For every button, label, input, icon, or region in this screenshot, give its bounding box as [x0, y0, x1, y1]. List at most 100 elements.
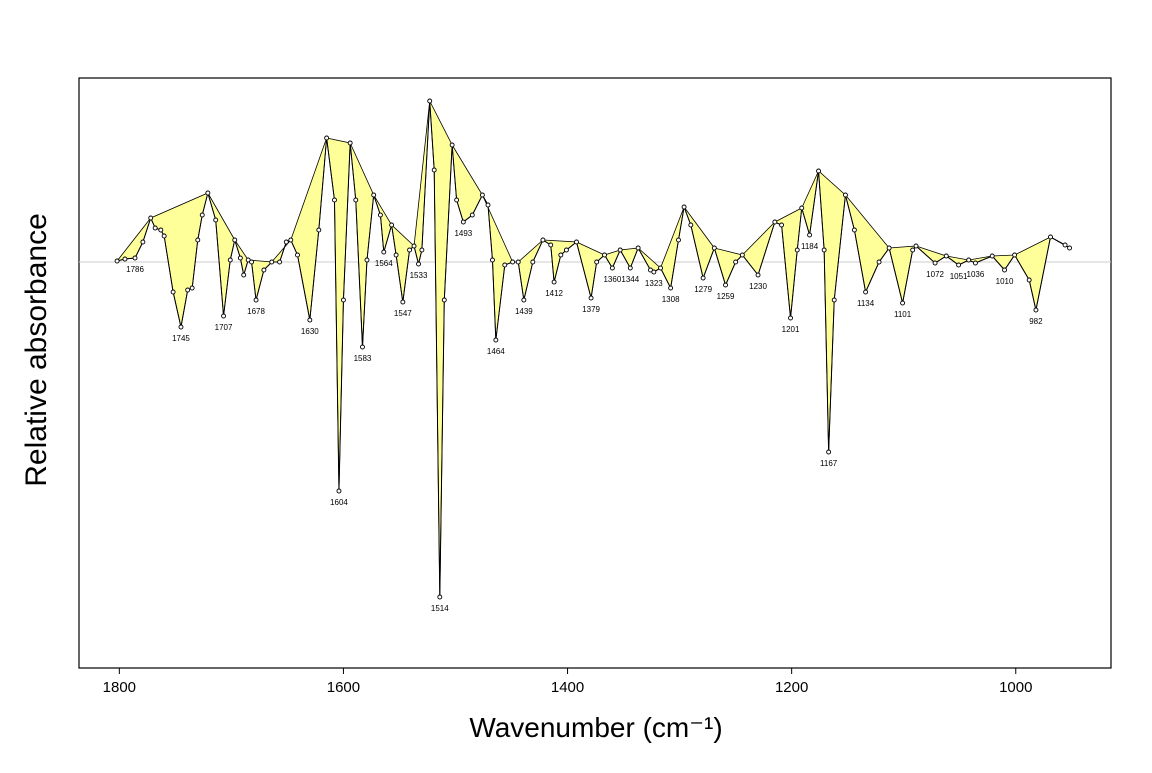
data-point [393, 252, 399, 258]
peak-label: 1072 [926, 270, 944, 279]
data-point [152, 225, 158, 231]
data-point [972, 260, 978, 266]
data-point [170, 289, 176, 295]
data-point [966, 257, 972, 263]
data-point [269, 259, 275, 265]
data-point [932, 260, 938, 266]
envelope-fill [391, 223, 415, 303]
plot-frame [78, 77, 1112, 669]
envelope-fill [290, 137, 328, 321]
peak-label: 1036 [967, 270, 985, 279]
data-point [441, 297, 447, 303]
data-point [431, 167, 437, 173]
envelope-fill [575, 241, 606, 299]
x-tick-label: 1000 [999, 679, 1032, 696]
data-point [454, 197, 460, 203]
data-point [288, 237, 294, 243]
data-point [185, 287, 191, 293]
data-point [460, 219, 466, 225]
data-point [617, 247, 623, 253]
data-point [733, 259, 739, 265]
data-point [788, 315, 793, 321]
data-point [237, 255, 243, 261]
envelope-fill [773, 207, 803, 319]
peak-label: 1134 [857, 299, 875, 308]
peak-label: 1439 [515, 307, 533, 316]
data-point [364, 257, 370, 263]
data-point [739, 252, 745, 258]
data-point [588, 295, 594, 301]
data-point [515, 259, 521, 265]
data-point [826, 449, 832, 455]
peak-label: 1583 [354, 354, 372, 363]
peak-label: 1786 [126, 265, 144, 274]
data-point [794, 247, 800, 253]
peak-label: 982 [1029, 317, 1043, 326]
data-point [521, 297, 527, 303]
peak-label: 1051 [950, 272, 968, 281]
data-point [1033, 307, 1039, 313]
data-point [411, 243, 417, 249]
data-point [658, 265, 664, 271]
data-point [114, 258, 120, 264]
envelope-fill [915, 245, 948, 264]
envelope-fill [349, 142, 375, 348]
peak-label: 1745 [172, 334, 190, 343]
data-point [199, 212, 205, 218]
peak-label: 1514 [431, 604, 449, 613]
spectrum-line [116, 100, 1070, 598]
data-point [1048, 234, 1053, 240]
x-tick-label: 1400 [551, 679, 584, 696]
data-point [863, 289, 869, 295]
peak-label: 1184 [801, 242, 819, 251]
data-point [336, 488, 342, 494]
peak-label: 1308 [662, 295, 680, 304]
data-point [132, 255, 138, 261]
peak-label: 1379 [582, 305, 600, 314]
data-point [437, 594, 443, 600]
data-point [651, 269, 657, 275]
data-point [551, 279, 557, 285]
data-point [122, 256, 128, 262]
data-point [161, 233, 167, 239]
envelope-fill [451, 144, 483, 223]
x-tick-label: 1600 [327, 679, 360, 696]
data-point [332, 197, 337, 203]
data-point [195, 237, 201, 243]
data-point [178, 324, 184, 330]
data-point [681, 204, 687, 210]
data-point [253, 297, 259, 303]
data-point [277, 259, 283, 265]
data-point [283, 239, 289, 245]
peak-label: 1630 [301, 327, 319, 336]
data-point [602, 252, 607, 258]
data-point [205, 190, 211, 196]
data-point [416, 261, 421, 267]
data-point [627, 265, 633, 271]
envelope-fill [741, 221, 776, 276]
y-axis-label: Relative absorbance [20, 213, 53, 487]
envelope-fill [801, 170, 819, 236]
peak-label: 1464 [487, 347, 505, 356]
data-point [261, 267, 267, 273]
data-point [635, 245, 641, 251]
data-point [324, 135, 330, 141]
envelope-fill [116, 217, 152, 262]
data-point [469, 212, 475, 218]
data-point [842, 192, 848, 198]
data-point [876, 259, 882, 265]
data-point [493, 337, 499, 343]
peak-label: 1360 [603, 275, 621, 284]
peak-label: 1167 [820, 459, 838, 468]
data-point [189, 285, 195, 291]
data-point [419, 247, 425, 253]
data-point [502, 262, 508, 268]
data-point [1002, 267, 1008, 273]
data-point [913, 243, 919, 249]
data-point [1026, 277, 1032, 283]
peak-label: 1564 [375, 259, 393, 268]
data-point [1012, 252, 1018, 258]
data-point [989, 253, 995, 259]
data-point [609, 265, 615, 271]
data-point [711, 245, 717, 251]
